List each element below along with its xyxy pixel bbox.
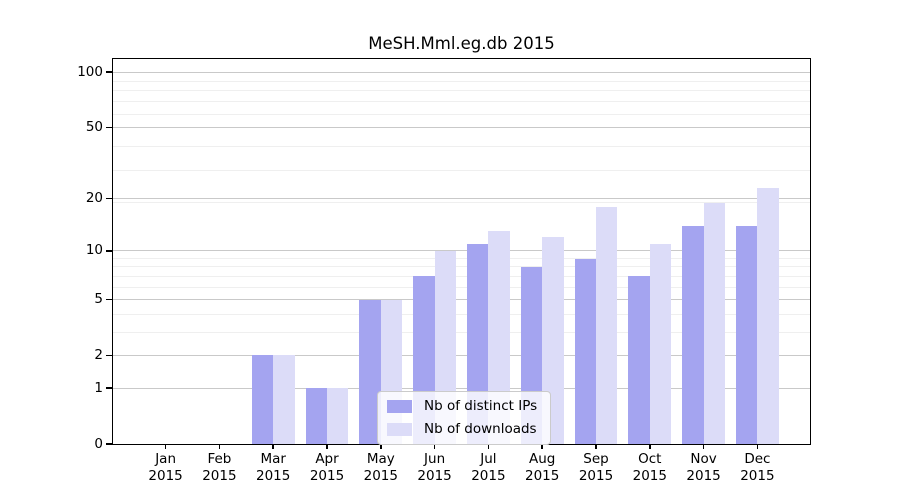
bar-distinct-ips-oct-2015 [628, 276, 650, 444]
bar-downloads-oct-2015 [649, 243, 672, 444]
gridline-minor [113, 90, 810, 92]
y-tick-label: 50 [85, 118, 103, 135]
gridline-major [113, 198, 810, 200]
legend-entry-downloads: Nb of downloads [387, 421, 537, 437]
legend-swatch-distinct-ips [387, 399, 412, 413]
y-tick-label: 5 [94, 291, 103, 308]
x-tick-mark [541, 444, 543, 450]
x-tick-mark [164, 444, 167, 450]
bar-downloads-mar-2015 [273, 355, 295, 444]
x-tick-label: Jul 2015 [471, 451, 506, 484]
bar-distinct-ips-apr-2015 [305, 388, 327, 444]
x-tick-label: Sep 2015 [578, 451, 614, 484]
bar-distinct-ips-dec-2015 [736, 225, 758, 444]
y-tick-mark [106, 354, 113, 357]
gridline-minor [113, 275, 810, 277]
bar-downloads-sep-2015 [596, 206, 618, 444]
y-tick-label: 1 [94, 379, 103, 396]
y-tick-mark [106, 387, 113, 389]
x-tick-label: Jun 2015 [417, 451, 452, 484]
y-tick-label: 20 [85, 190, 103, 207]
y-tick-label: 0 [94, 435, 103, 452]
gridline-minor [113, 313, 810, 315]
x-tick-mark [272, 444, 274, 450]
gridline-major [113, 71, 810, 73]
legend-label-downloads: Nb of downloads [424, 421, 537, 437]
x-tick-mark [487, 444, 490, 450]
x-tick-mark [756, 444, 759, 450]
x-tick-label: Jan 2015 [148, 451, 183, 484]
gridline-minor [113, 331, 810, 333]
x-tick-mark [702, 444, 705, 450]
y-tick-mark [106, 71, 113, 73]
gridline-minor [113, 81, 810, 82]
gridline-major [113, 299, 810, 301]
bar-downloads-jul-2015 [488, 231, 510, 444]
bar-distinct-ips-sep-2015 [574, 258, 596, 444]
x-tick-label: Nov 2015 [686, 451, 721, 484]
x-tick-label: Aug 2015 [525, 451, 560, 484]
gridline-minor [113, 169, 810, 171]
x-tick-mark [218, 444, 221, 450]
x-tick-mark [649, 444, 651, 450]
y-tick-mark [106, 126, 113, 128]
gridline-major [113, 387, 810, 389]
gridline-minor [113, 286, 810, 288]
y-tick-mark [106, 250, 113, 252]
bar-downloads-dec-2015 [757, 187, 779, 444]
bar-distinct-ips-nov-2015 [682, 225, 704, 444]
gridline-minor [113, 113, 810, 115]
x-tick-label: Oct 2015 [632, 451, 667, 484]
x-tick-mark [326, 444, 328, 450]
y-tick-label: 2 [94, 346, 103, 363]
x-tick-mark [595, 444, 597, 450]
x-tick-mark [380, 444, 382, 450]
gridline-minor [113, 146, 810, 148]
gridline-minor [113, 266, 810, 268]
gridline-major [113, 354, 810, 356]
y-tick-mark [106, 197, 113, 200]
gridline-minor [113, 101, 810, 103]
chart-title: MeSH.Mml.eg.db 2015 [368, 34, 555, 53]
gridline-minor [113, 258, 810, 259]
legend: Nb of distinct IPs Nb of downloads [377, 391, 552, 445]
bar-downloads-nov-2015 [703, 202, 725, 444]
y-tick-label: 100 [77, 63, 103, 80]
y-tick-mark [106, 443, 113, 445]
x-tick-label: May 2015 [363, 451, 398, 484]
legend-entry-distinct-ips: Nb of distinct IPs [387, 398, 537, 414]
x-tick-label: Apr 2015 [309, 451, 345, 484]
x-tick-label: Dec 2015 [740, 451, 775, 484]
gridline-major [113, 126, 810, 128]
plot-area [113, 59, 810, 444]
x-tick-label: Mar 2015 [256, 451, 291, 484]
legend-label-distinct-ips: Nb of distinct IPs [424, 398, 538, 414]
y-tick-label: 10 [85, 242, 103, 259]
gridline-minor [113, 202, 810, 204]
bar-downloads-apr-2015 [327, 388, 349, 444]
y-tick-mark [106, 298, 113, 301]
x-tick-label: Feb 2015 [202, 451, 237, 484]
gridline-major [113, 250, 810, 252]
bar-distinct-ips-may-2015 [359, 299, 381, 444]
legend-swatch-downloads [387, 422, 412, 436]
bar-distinct-ips-mar-2015 [251, 355, 274, 444]
x-tick-mark [433, 444, 436, 450]
